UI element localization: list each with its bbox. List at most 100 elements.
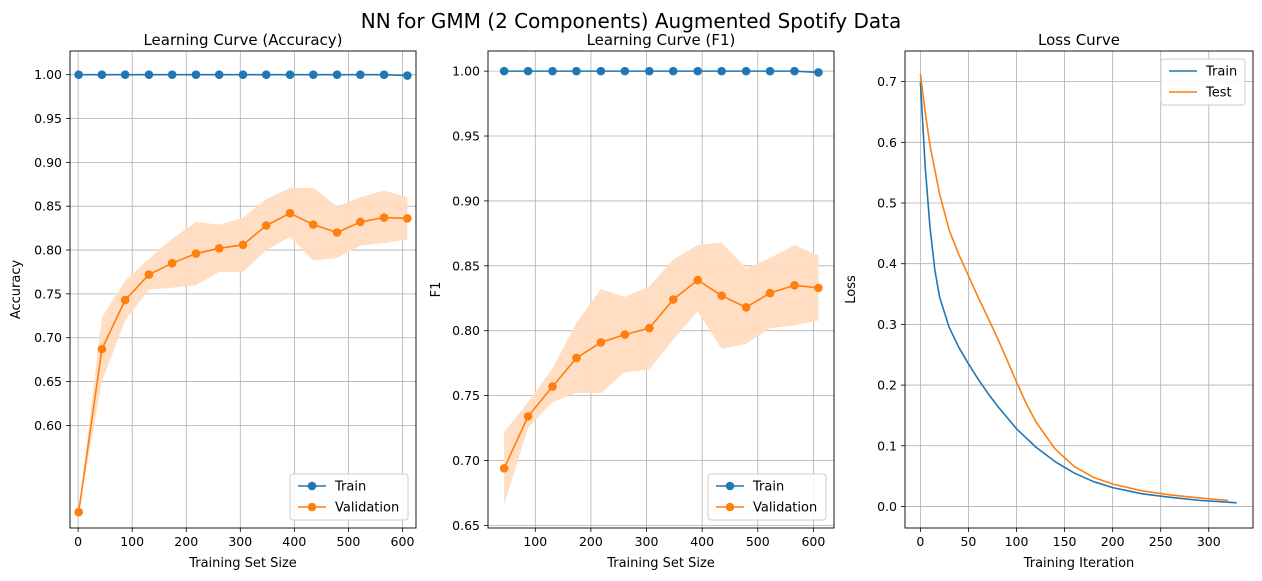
data-point-train [214, 70, 224, 79]
y-tick-label: 0.70 [34, 330, 62, 345]
y-tick-label: 0.75 [34, 286, 62, 301]
legend-marker-validation [725, 502, 735, 512]
x-tick-label: 250 [1149, 534, 1173, 549]
data-point-validation [191, 249, 201, 258]
data-point-train [403, 71, 412, 80]
data-point-validation [572, 353, 581, 363]
data-point-validation [717, 291, 726, 300]
legend-marker-train [725, 481, 735, 491]
series-train [919, 81, 1237, 504]
x-tick-label: 300 [228, 534, 252, 549]
data-point-train [261, 70, 271, 79]
y-tick-label: 0.95 [34, 111, 62, 126]
x-tick-label: 100 [523, 534, 547, 549]
chart-title: Learning Curve (F1) [587, 31, 736, 49]
data-point-validation [285, 208, 295, 218]
y-axis-label: Loss [844, 275, 859, 304]
y-tick-label: 0.4 [877, 256, 897, 271]
x-axis-label: Training Iteration [1023, 556, 1135, 571]
data-point-train [120, 70, 130, 79]
x-tick-label: 300 [635, 534, 659, 549]
data-point-validation [74, 507, 83, 517]
series-line-validation [503, 279, 819, 469]
data-point-train [741, 66, 751, 76]
y-tick-label: 0.5 [877, 196, 897, 211]
series-test [919, 73, 1229, 502]
data-point-train [668, 66, 678, 76]
data-point-train [332, 70, 342, 79]
legend-label-validation: Validation [753, 501, 817, 516]
data-point-train [356, 70, 365, 79]
x-tick-label: 300 [1197, 534, 1221, 549]
data-point-validation [238, 240, 248, 250]
y-tick-label: 0.7 [877, 74, 897, 89]
chart-1: 0 100 200 300 400 500 600 0.60 0.65 0.70 0.75 0.80 0… [9, 31, 417, 571]
x-tick-label: 600 [801, 534, 825, 549]
data-point-validation [668, 295, 678, 304]
legend-label-train: Train [752, 480, 784, 495]
x-axis-label: Training Set Size [606, 556, 715, 571]
data-point-train [285, 70, 295, 79]
x-tick-label: 600 [391, 534, 415, 549]
data-point-validation [523, 412, 533, 421]
data-point-validation [790, 280, 799, 290]
data-point-validation [261, 221, 271, 230]
x-tick-label: 100 [120, 534, 144, 549]
data-point-validation [120, 295, 130, 305]
legend-marker-validation [307, 502, 317, 512]
data-point-validation [596, 338, 606, 347]
charts: 0 100 200 300 400 500 6000.600.650.700.750.800… [9, 31, 1254, 571]
series-train [499, 66, 823, 77]
y-tick-label: 0.1 [877, 438, 897, 453]
data-point-train [379, 70, 389, 79]
data-point-validation [144, 270, 154, 279]
data-point-validation [403, 214, 412, 223]
legend: Train Test [1160, 58, 1246, 106]
x-tick-label: 50 [960, 534, 976, 549]
y-tick-label: 0.70 [452, 453, 480, 468]
y-tick-label: 0.2 [877, 378, 897, 393]
data-point-validation [167, 258, 177, 268]
y-tick-label: 0.0 [877, 499, 897, 514]
data-point-train [693, 66, 703, 76]
data-point-train [645, 66, 654, 76]
axes-frame [69, 50, 417, 529]
x-tick-label: 200 [1101, 534, 1125, 549]
data-point-validation [308, 220, 318, 229]
data-point-validation [379, 213, 389, 222]
data-point-validation [499, 463, 509, 473]
y-axis-label: F1 [429, 282, 444, 298]
data-point-validation [741, 303, 751, 312]
y-tick-label: 0.65 [452, 518, 480, 533]
grid-lines [905, 51, 1253, 528]
series-validation [74, 208, 412, 517]
legend-label-train: Train [334, 480, 366, 495]
x-tick-label: 0 [74, 534, 82, 549]
axes-frame [904, 50, 1254, 529]
y-tick-label: 0.65 [34, 374, 62, 389]
chart-3: 0 50 100 150 200 250 300 0.0 0.1 0.2 0.3 0.4 0.5 0.6 0… [844, 31, 1254, 571]
data-point-train [97, 70, 107, 79]
series-line-test [919, 73, 1229, 502]
data-point-train [790, 66, 799, 76]
chart-title: Loss Curve [1038, 31, 1120, 49]
y-tick-label: 0.80 [452, 323, 480, 338]
data-point-train [191, 70, 201, 79]
data-point-train [167, 70, 177, 79]
data-point-train [238, 70, 248, 79]
confidence-band-validation [504, 242, 819, 505]
series-train [74, 70, 412, 80]
series-validation [499, 275, 823, 473]
series-line-train [919, 81, 1237, 504]
data-point-validation [356, 217, 365, 227]
data-point-train [596, 66, 606, 76]
data-point-validation [814, 283, 823, 293]
data-point-validation [332, 228, 342, 237]
data-point-train [499, 66, 509, 76]
data-point-train [523, 66, 533, 76]
data-point-validation [620, 330, 630, 339]
data-point-train [74, 70, 83, 79]
x-axis-label: Training Set Size [188, 556, 297, 571]
y-tick-label: 1.00 [34, 67, 62, 82]
